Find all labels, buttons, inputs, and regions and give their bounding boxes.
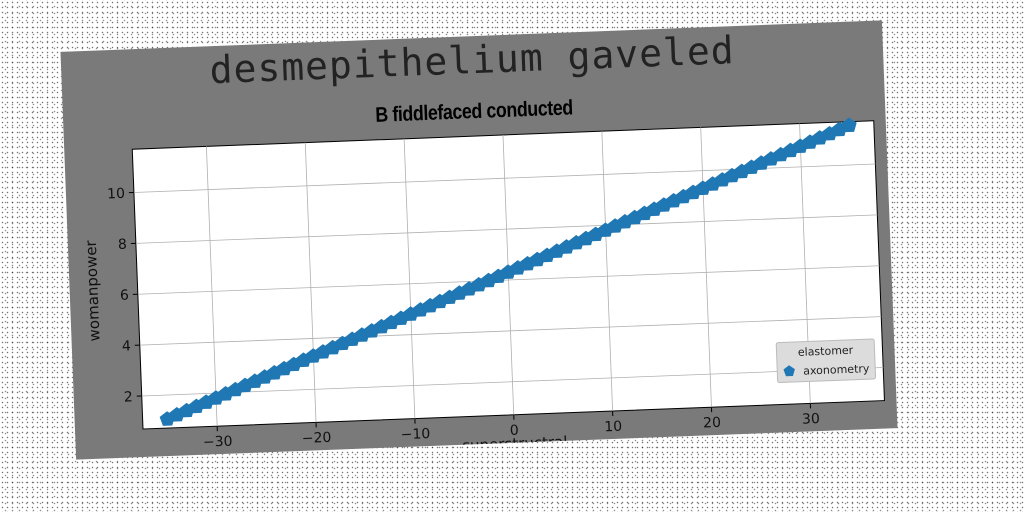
x-tick-label: 10 <box>604 419 622 436</box>
x-tick-label: −20 <box>302 430 332 447</box>
legend-label: axonometry <box>803 362 870 378</box>
y-grid-line <box>139 316 882 346</box>
x-grid-line <box>601 131 613 412</box>
legend-box <box>775 338 877 384</box>
data-points <box>159 117 857 426</box>
y-tick-label: 6 <box>120 288 130 304</box>
y-grid-line <box>141 367 884 397</box>
x-grid-line <box>206 146 218 427</box>
y-tick-label: 2 <box>124 389 134 405</box>
x-grid-line <box>304 142 317 423</box>
x-axis-label: superstructral <box>462 433 568 455</box>
legend-title: elastomer <box>798 344 854 359</box>
axis-ticks: −30 −20 −10 0 10 20 30 2 4 6 8 10 <box>107 186 820 451</box>
x-grid-line <box>403 138 416 419</box>
y-tick-label: 10 <box>107 186 125 203</box>
x-tick-label: −30 <box>203 434 233 451</box>
x-grid-line <box>700 127 712 408</box>
y-tick-label: 4 <box>122 338 132 354</box>
figure-card: desmepithelium gaveled B fiddlefaced con… <box>60 20 898 460</box>
y-axis-label: womanpower <box>82 239 104 342</box>
y-tick-label: 8 <box>118 237 128 253</box>
legend-marker-icon <box>783 365 795 377</box>
y-grid-line <box>137 265 880 295</box>
legend: elastomer axonometry <box>775 338 877 384</box>
chart-svg: −30 −20 −10 0 10 20 30 2 4 6 8 10 superstructral wo… <box>82 117 885 455</box>
x-tick-label: 20 <box>703 415 721 432</box>
data-point <box>841 117 857 133</box>
y-grid-line <box>135 214 878 244</box>
x-tick-label: −10 <box>400 426 430 443</box>
x-tick-label: 0 <box>510 423 520 439</box>
x-tick-label: 30 <box>802 411 820 428</box>
